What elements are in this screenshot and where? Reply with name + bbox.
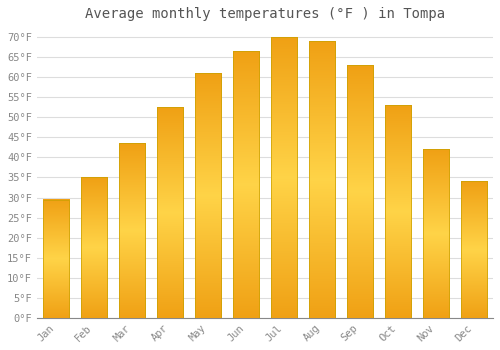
Bar: [80, 177, 107, 318]
Bar: [422, 149, 450, 318]
Bar: [346, 65, 374, 318]
Bar: [156, 107, 183, 318]
Bar: [384, 105, 411, 318]
Bar: [232, 51, 259, 318]
Bar: [270, 37, 297, 318]
Title: Average monthly temperatures (°F ) in Tompa: Average monthly temperatures (°F ) in To…: [85, 7, 445, 21]
Bar: [308, 41, 336, 318]
Bar: [118, 144, 145, 318]
Bar: [194, 73, 221, 318]
Bar: [460, 182, 487, 318]
Bar: [42, 199, 69, 318]
